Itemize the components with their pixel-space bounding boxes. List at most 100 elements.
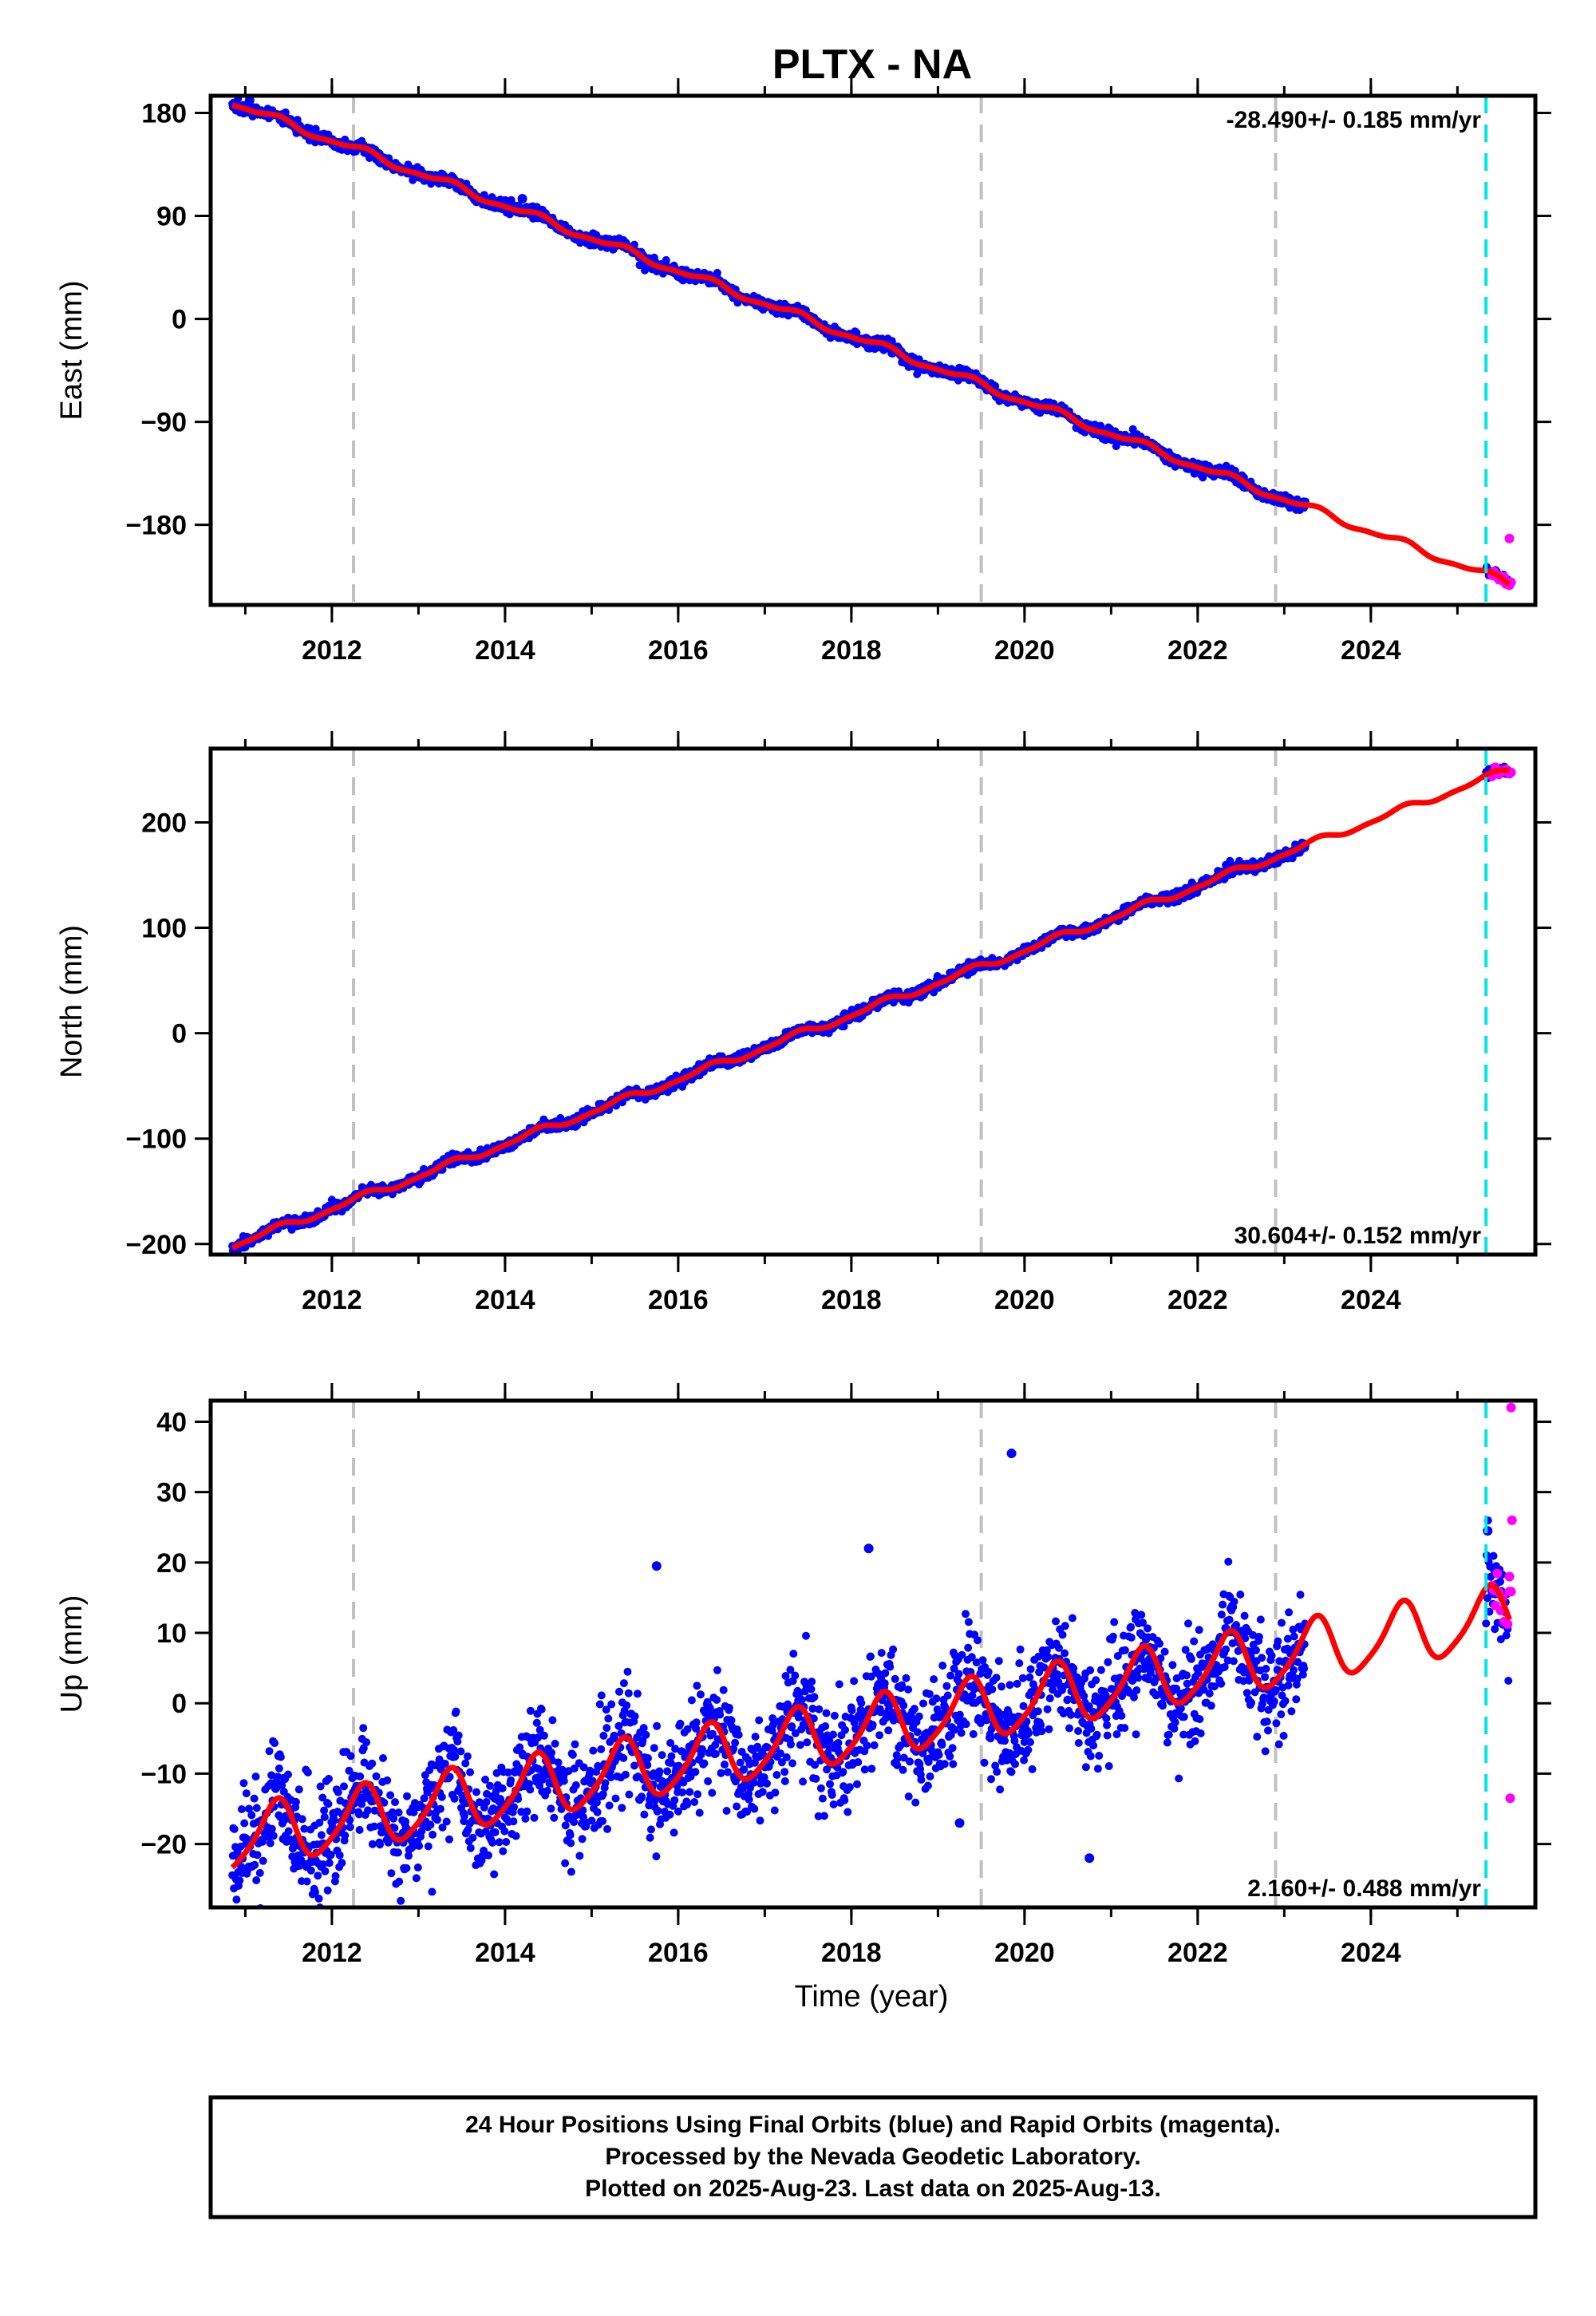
final-orbit-point [314,1895,323,1903]
final-orbit-point [409,1808,418,1816]
final-orbit-point [547,1749,556,1757]
rapid-orbit-outlier [1504,533,1515,543]
final-orbit-point [341,1831,350,1840]
final-orbit-point [320,1812,329,1821]
final-orbit-point [320,1806,329,1815]
final-orbit-point [252,1876,261,1884]
final-orbit-point [368,1759,377,1768]
final-orbit-point [368,1840,377,1848]
x-tick-label: 2016 [648,635,709,666]
final-orbit-point [461,1759,470,1768]
final-orbit-point [510,1803,518,1812]
final-orbit-point [472,1788,480,1796]
y-tick-label: 100 [141,914,187,944]
final-orbit-point [325,1774,333,1783]
final-orbit-point [468,1833,477,1842]
final-orbit-point [318,1860,327,1869]
final-orbit-point [314,1871,322,1880]
final-orbit-point [311,1887,319,1896]
final-orbit-point [424,1842,433,1851]
final-orbit-point [535,1725,544,1734]
final-orbit-outlier [517,194,527,204]
final-orbit-point [428,1887,437,1896]
final-orbit-point [355,1826,364,1834]
final-orbit-point [334,1788,342,1796]
final-orbit-point [463,1752,472,1761]
x-tick-label: 2014 [475,635,535,666]
final-orbit-point [370,1806,379,1815]
final-orbit-point [294,1785,303,1794]
final-orbit-point [713,268,721,277]
final-orbit-point [298,1815,306,1824]
final-orbit-point [521,1814,530,1823]
y-tick-label: 90 [156,202,187,232]
final-orbit-point [235,1876,244,1885]
final-orbit-point [437,1792,446,1801]
final-orbit-point [641,266,649,275]
final-orbit-point [452,1707,460,1716]
figure-title: PLTX - NA [772,41,972,88]
final-orbit-point [438,1823,447,1832]
final-orbit-point [662,255,670,264]
final-orbit-point [269,1832,278,1840]
final-orbit-point [255,1868,264,1877]
velocity-rate-label: -28.490+/- 0.185 mm/yr [1227,107,1482,133]
x-tick-label: 2018 [821,1285,882,1315]
final-orbit-point [253,1851,262,1860]
final-orbit-point [532,1718,541,1727]
y-tick-label: 200 [141,808,187,838]
final-orbit-point [291,1797,300,1806]
final-orbit-point [551,1739,559,1748]
final-orbit-point [388,1808,397,1816]
final-orbit-point [390,1824,399,1832]
x-tick-label: 2012 [302,1285,362,1315]
final-orbit-point [486,1781,494,1790]
final-orbit-point [502,1838,511,1846]
final-orbit-point [302,1877,311,1886]
final-orbit-point [328,1823,337,1832]
final-orbit-point [362,1738,371,1747]
final-orbit-point [267,1771,276,1780]
final-orbit-point [401,1817,410,1826]
final-orbit-point [539,1731,548,1740]
final-orbit-point [512,1832,520,1840]
velocity-rate-label: 30.604+/- 0.152 mm/yr [1235,1223,1482,1249]
final-orbit-point [326,1851,335,1860]
final-orbit-point [313,1912,321,1920]
x-tick-label: 2020 [994,635,1055,666]
final-orbit-point [284,1770,292,1779]
final-orbit-point [530,1813,539,1822]
final-orbit-point [346,1752,355,1761]
final-orbit-point [534,1733,543,1742]
final-orbit-point [543,1787,551,1795]
final-orbit-point [330,1816,338,1825]
final-orbit-point [440,1760,449,1768]
final-orbit-point [340,1782,348,1791]
x-tick-label: 2014 [475,1285,535,1315]
final-orbit-point [354,1810,363,1819]
final-orbit-point [245,1804,253,1813]
final-orbit-point [449,1745,458,1754]
final-orbit-point [523,1807,531,1816]
final-orbit-point [237,1805,246,1813]
final-orbit-point [239,1779,248,1788]
final-orbit-point [391,1798,399,1807]
final-orbit-point [278,1780,286,1789]
y-axis-label: North (mm) [55,925,89,1078]
final-orbit-point [311,124,320,133]
final-orbit-point [453,1737,462,1746]
final-orbit-point [356,1772,365,1780]
final-orbit-point [240,1819,249,1828]
final-orbit-outlier [244,96,255,105]
final-orbit-point [516,1743,524,1752]
final-orbit-point [449,1725,458,1734]
final-orbit-point [316,1782,325,1791]
final-orbit-point [379,1754,387,1762]
final-orbit-point [251,1860,259,1869]
final-orbit-point [454,1731,463,1740]
y-tick-label: −100 [125,1124,187,1155]
final-orbit-point [534,1765,543,1773]
final-orbit-point [324,1800,333,1808]
final-orbit-point [397,1896,405,1905]
final-orbit-point [359,1724,368,1733]
